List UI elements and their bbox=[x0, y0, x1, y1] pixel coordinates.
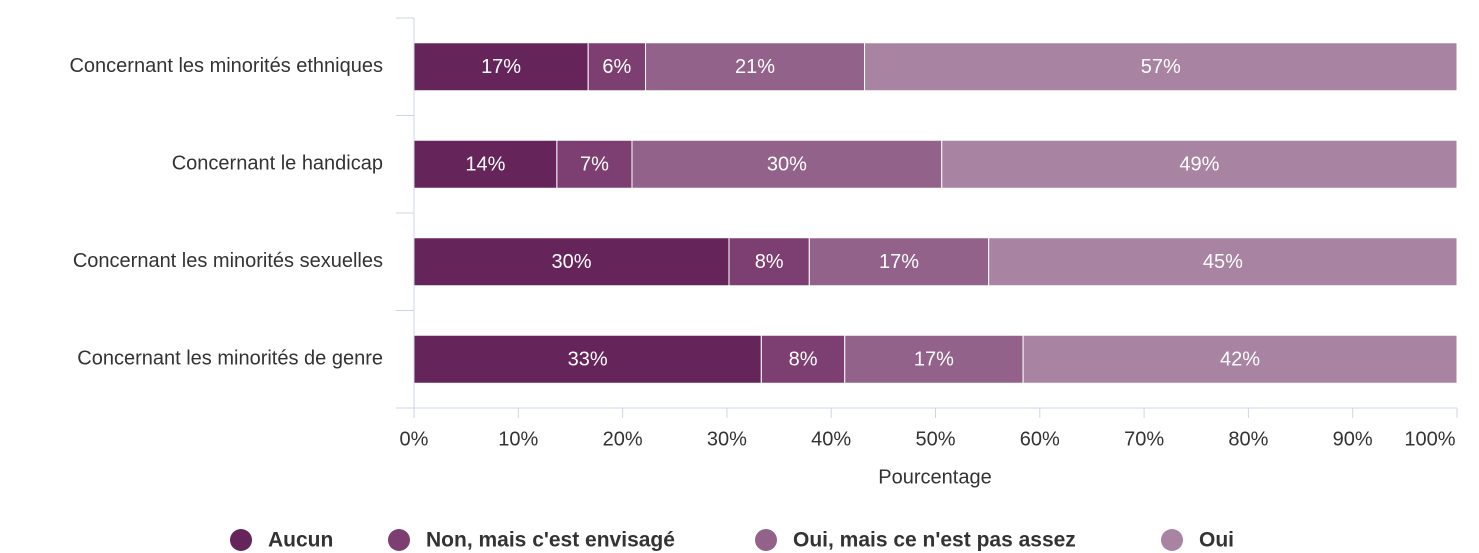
x-tick-label: 10% bbox=[498, 428, 538, 450]
data-label: 49% bbox=[1179, 154, 1219, 176]
bar-segment bbox=[1022, 334, 1458, 384]
data-label: 8% bbox=[789, 349, 818, 371]
data-label: 42% bbox=[1220, 349, 1260, 371]
legend-symbol bbox=[755, 529, 777, 551]
x-axis-title: Pourcentage bbox=[878, 466, 991, 488]
legend-symbol bbox=[230, 529, 252, 551]
legend-label: Oui bbox=[1199, 529, 1234, 552]
y-tick-label: Concernant les minorités ethniques bbox=[69, 55, 383, 77]
data-label: 7% bbox=[580, 154, 609, 176]
bar-segment bbox=[556, 139, 633, 189]
x-tick-label: 80% bbox=[1228, 428, 1268, 450]
x-tick-label: 50% bbox=[915, 428, 955, 450]
bar-segment bbox=[864, 42, 1458, 92]
x-tick-label: 60% bbox=[1020, 428, 1060, 450]
data-label: 30% bbox=[767, 154, 807, 176]
x-tick-label: 20% bbox=[603, 428, 643, 450]
bar-segment bbox=[413, 139, 558, 189]
x-tick-label: 70% bbox=[1124, 428, 1164, 450]
x-tick-label: 30% bbox=[707, 428, 747, 450]
legend-symbol bbox=[388, 529, 410, 551]
y-tick-label: Concernant les minorités de genre bbox=[77, 348, 383, 370]
x-tick-label: 0% bbox=[400, 428, 429, 450]
bar-segment bbox=[413, 42, 589, 92]
data-label: 33% bbox=[568, 349, 608, 371]
y-tick-label: Concernant les minorités sexuelles bbox=[73, 250, 383, 272]
legend-symbol bbox=[1161, 529, 1183, 551]
x-tick-label: 90% bbox=[1333, 428, 1373, 450]
data-label: 6% bbox=[602, 56, 631, 78]
data-label: 30% bbox=[551, 251, 591, 273]
bar-segment bbox=[941, 139, 1458, 189]
bar-segment bbox=[728, 237, 810, 287]
data-label: 57% bbox=[1141, 56, 1181, 78]
legend-label: Oui, mais ce n'est pas assez bbox=[793, 529, 1076, 552]
data-label: 17% bbox=[914, 349, 954, 371]
data-label: 8% bbox=[755, 251, 784, 273]
data-label: 17% bbox=[879, 251, 919, 273]
bar-segment bbox=[988, 237, 1458, 287]
data-label: 14% bbox=[465, 154, 505, 176]
bar-segment bbox=[760, 334, 846, 384]
legend-label: Aucun bbox=[268, 529, 333, 552]
data-label: 21% bbox=[735, 56, 775, 78]
bar-segment bbox=[645, 42, 866, 92]
bar-segment bbox=[631, 139, 943, 189]
legend-label: Non, mais c'est envisagé bbox=[426, 529, 675, 552]
x-tick-label: 40% bbox=[811, 428, 851, 450]
bar-segment bbox=[587, 42, 647, 92]
y-tick-label: Concernant le handicap bbox=[172, 153, 383, 175]
data-label: 45% bbox=[1203, 251, 1243, 273]
data-label: 17% bbox=[481, 56, 521, 78]
bar-segment bbox=[413, 334, 762, 384]
x-tick-label: 100% bbox=[1404, 428, 1455, 450]
